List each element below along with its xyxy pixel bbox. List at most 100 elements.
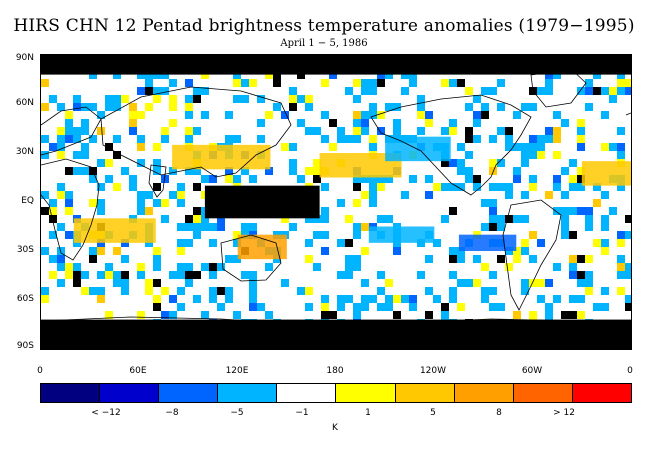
lon-label-180: 180 [326, 366, 344, 376]
field-cell [129, 175, 137, 183]
field-cell [513, 311, 521, 319]
field-cell [153, 279, 161, 287]
field-cell [441, 311, 449, 319]
field-cell [433, 295, 441, 303]
field-cell [585, 87, 593, 95]
field-cell [209, 271, 217, 279]
field-cell [305, 287, 313, 295]
field-cell [57, 127, 65, 135]
field-cell [489, 159, 497, 167]
field-cell [169, 311, 177, 319]
field-cell [593, 87, 601, 95]
field-cell [593, 303, 601, 311]
map-canvas [41, 55, 631, 349]
anomaly-map [40, 54, 632, 350]
field-cell [577, 279, 585, 287]
field-cell [585, 223, 593, 231]
field-cell [457, 279, 465, 287]
field-cell [89, 255, 97, 263]
field-cell [321, 183, 329, 191]
field-cell [209, 239, 217, 247]
field-cell [601, 215, 609, 223]
field-cell [497, 215, 505, 223]
field-cell [529, 143, 537, 151]
field-cell [577, 87, 585, 95]
field-cell [193, 183, 201, 191]
field-cell [361, 303, 369, 311]
field-cell [233, 311, 241, 319]
field-cell [409, 295, 417, 303]
field-cell [481, 263, 489, 271]
field-cell [457, 159, 465, 167]
field-cell [369, 103, 377, 111]
field-cell [241, 79, 249, 87]
field-cell [601, 239, 609, 247]
field-cell [473, 279, 481, 287]
field-cell [121, 279, 129, 287]
field-cell [137, 191, 145, 199]
field-cell [137, 87, 145, 95]
field-cell [201, 263, 209, 271]
field-cell [353, 263, 361, 271]
anomaly-region-2 [73, 218, 156, 243]
field-cell [73, 239, 81, 247]
field-cell [321, 207, 329, 215]
field-cell [193, 223, 201, 231]
field-cell [145, 79, 153, 87]
field-cell [217, 215, 225, 223]
field-cell [129, 103, 137, 111]
field-cell [577, 295, 585, 303]
field-cell [289, 103, 297, 111]
field-cell [313, 159, 321, 167]
field-cell [81, 119, 89, 127]
field-cell [89, 135, 97, 143]
field-cell [161, 175, 169, 183]
field-cell [577, 175, 585, 183]
field-cell [473, 119, 481, 127]
field-cell [73, 95, 81, 103]
field-cell [353, 199, 361, 207]
field-cell [185, 215, 193, 223]
field-cell [473, 95, 481, 103]
field-cell [185, 279, 193, 287]
field-cell [497, 303, 505, 311]
field-cell [249, 79, 257, 87]
field-cell [345, 135, 353, 143]
field-cell [89, 103, 97, 111]
field-cell [529, 103, 537, 111]
field-cell [353, 135, 361, 143]
field-cell [145, 287, 153, 295]
field-cell [489, 223, 497, 231]
field-cell [105, 159, 113, 167]
field-cell [601, 87, 609, 95]
field-cell [97, 239, 105, 247]
field-cell [417, 271, 425, 279]
colorbar-label-m8: −8 [165, 408, 179, 418]
field-cell [489, 271, 497, 279]
field-cell [329, 71, 337, 79]
field-cell [137, 199, 145, 207]
field-cell [241, 223, 249, 231]
field-cell [185, 79, 193, 87]
field-cell [305, 167, 313, 175]
field-cell [425, 191, 433, 199]
field-cell [161, 71, 169, 79]
field-cell [345, 271, 353, 279]
field-cell [169, 103, 177, 111]
field-cell [425, 255, 433, 263]
field-cell [57, 151, 65, 159]
field-cell [577, 311, 585, 319]
field-cell [41, 79, 49, 87]
field-cell [505, 263, 513, 271]
field-cell [65, 271, 73, 279]
field-cell [169, 295, 177, 303]
field-cell [561, 311, 569, 319]
field-cell [105, 271, 113, 279]
field-cell [265, 167, 273, 175]
field-cell [553, 183, 561, 191]
field-cell [545, 303, 553, 311]
field-cell [153, 143, 161, 151]
field-cell [441, 79, 449, 87]
field-cell [425, 111, 433, 119]
field-cell [481, 287, 489, 295]
